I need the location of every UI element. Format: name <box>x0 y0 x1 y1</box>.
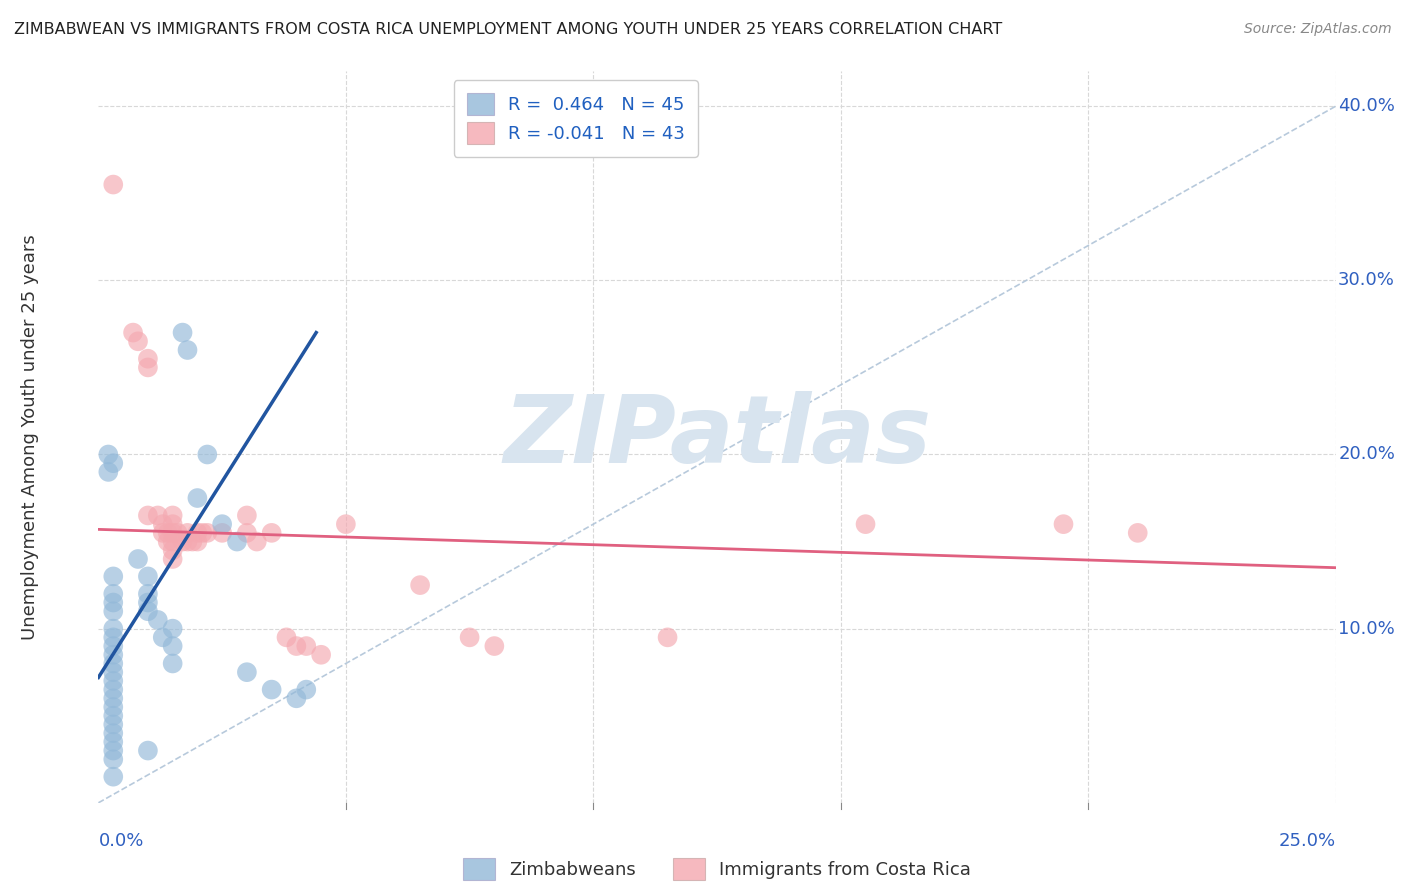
Point <box>226 534 249 549</box>
Point <box>176 343 198 357</box>
Point <box>152 525 174 540</box>
Point <box>335 517 357 532</box>
Point <box>103 708 125 723</box>
Text: ZIMBABWEAN VS IMMIGRANTS FROM COSTA RICA UNEMPLOYMENT AMONG YOUTH UNDER 25 YEARS: ZIMBABWEAN VS IMMIGRANTS FROM COSTA RICA… <box>14 22 1002 37</box>
Point <box>103 770 125 784</box>
Point <box>103 700 125 714</box>
Point <box>136 743 159 757</box>
Point <box>162 639 184 653</box>
Point <box>309 648 332 662</box>
Point <box>1126 525 1149 540</box>
Point <box>103 587 125 601</box>
Point <box>127 334 149 349</box>
Text: Unemployment Among Youth under 25 years: Unemployment Among Youth under 25 years <box>21 235 39 640</box>
Point <box>103 622 125 636</box>
Point <box>195 448 218 462</box>
Point <box>136 595 159 609</box>
Point <box>136 604 159 618</box>
Point <box>103 717 125 731</box>
Point <box>97 448 120 462</box>
Point <box>103 726 125 740</box>
Point <box>211 517 233 532</box>
Point <box>127 552 149 566</box>
Point <box>195 525 218 540</box>
Point <box>162 508 184 523</box>
Point <box>186 534 208 549</box>
Point <box>276 631 298 645</box>
Point <box>103 673 125 688</box>
Point <box>236 525 259 540</box>
Point <box>657 631 679 645</box>
Point <box>236 665 259 680</box>
Point <box>181 534 204 549</box>
Point <box>103 595 125 609</box>
Point <box>186 491 208 505</box>
Point <box>136 351 159 366</box>
Point <box>103 743 125 757</box>
Text: 10.0%: 10.0% <box>1339 620 1395 638</box>
Point <box>172 534 194 549</box>
Point <box>156 525 179 540</box>
Point <box>176 534 198 549</box>
Point <box>122 326 145 340</box>
Point <box>103 604 125 618</box>
Point <box>484 639 506 653</box>
Point <box>146 508 169 523</box>
Point <box>285 639 308 653</box>
Point <box>162 517 184 532</box>
Point <box>172 326 194 340</box>
Point <box>285 691 308 706</box>
Point <box>103 657 125 671</box>
Point <box>156 534 179 549</box>
Point <box>136 587 159 601</box>
Text: Source: ZipAtlas.com: Source: ZipAtlas.com <box>1244 22 1392 37</box>
Point <box>211 525 233 540</box>
Point <box>260 682 283 697</box>
Point <box>103 631 125 645</box>
Point <box>855 517 877 532</box>
Point <box>166 525 188 540</box>
Point <box>152 631 174 645</box>
Point <box>103 569 125 583</box>
Point <box>103 682 125 697</box>
Point <box>136 569 159 583</box>
Text: 0.0%: 0.0% <box>98 832 143 850</box>
Point <box>103 691 125 706</box>
Point <box>103 665 125 680</box>
Point <box>176 525 198 540</box>
Text: 20.0%: 20.0% <box>1339 445 1395 464</box>
Point <box>260 525 283 540</box>
Point <box>458 631 481 645</box>
Point <box>162 534 184 549</box>
Point <box>162 552 184 566</box>
Point <box>146 613 169 627</box>
Text: ZIPatlas: ZIPatlas <box>503 391 931 483</box>
Point <box>162 525 184 540</box>
Text: 25.0%: 25.0% <box>1278 832 1336 850</box>
Point <box>152 517 174 532</box>
Point <box>103 456 125 470</box>
Point <box>136 508 159 523</box>
Point <box>246 534 269 549</box>
Point <box>103 752 125 766</box>
Point <box>295 639 318 653</box>
Text: 30.0%: 30.0% <box>1339 271 1395 289</box>
Point <box>136 360 159 375</box>
Point <box>295 682 318 697</box>
Point <box>162 657 184 671</box>
Legend: Zimbabweans, Immigrants from Costa Rica: Zimbabweans, Immigrants from Costa Rica <box>454 849 980 888</box>
Point <box>236 508 259 523</box>
Point <box>186 525 208 540</box>
Point <box>409 578 432 592</box>
Point <box>103 178 125 192</box>
Point <box>103 648 125 662</box>
Point <box>103 639 125 653</box>
Point <box>191 525 214 540</box>
Point <box>97 465 120 479</box>
Point <box>1052 517 1074 532</box>
Point <box>162 622 184 636</box>
Text: 40.0%: 40.0% <box>1339 97 1395 115</box>
Point <box>162 543 184 558</box>
Point <box>103 735 125 749</box>
